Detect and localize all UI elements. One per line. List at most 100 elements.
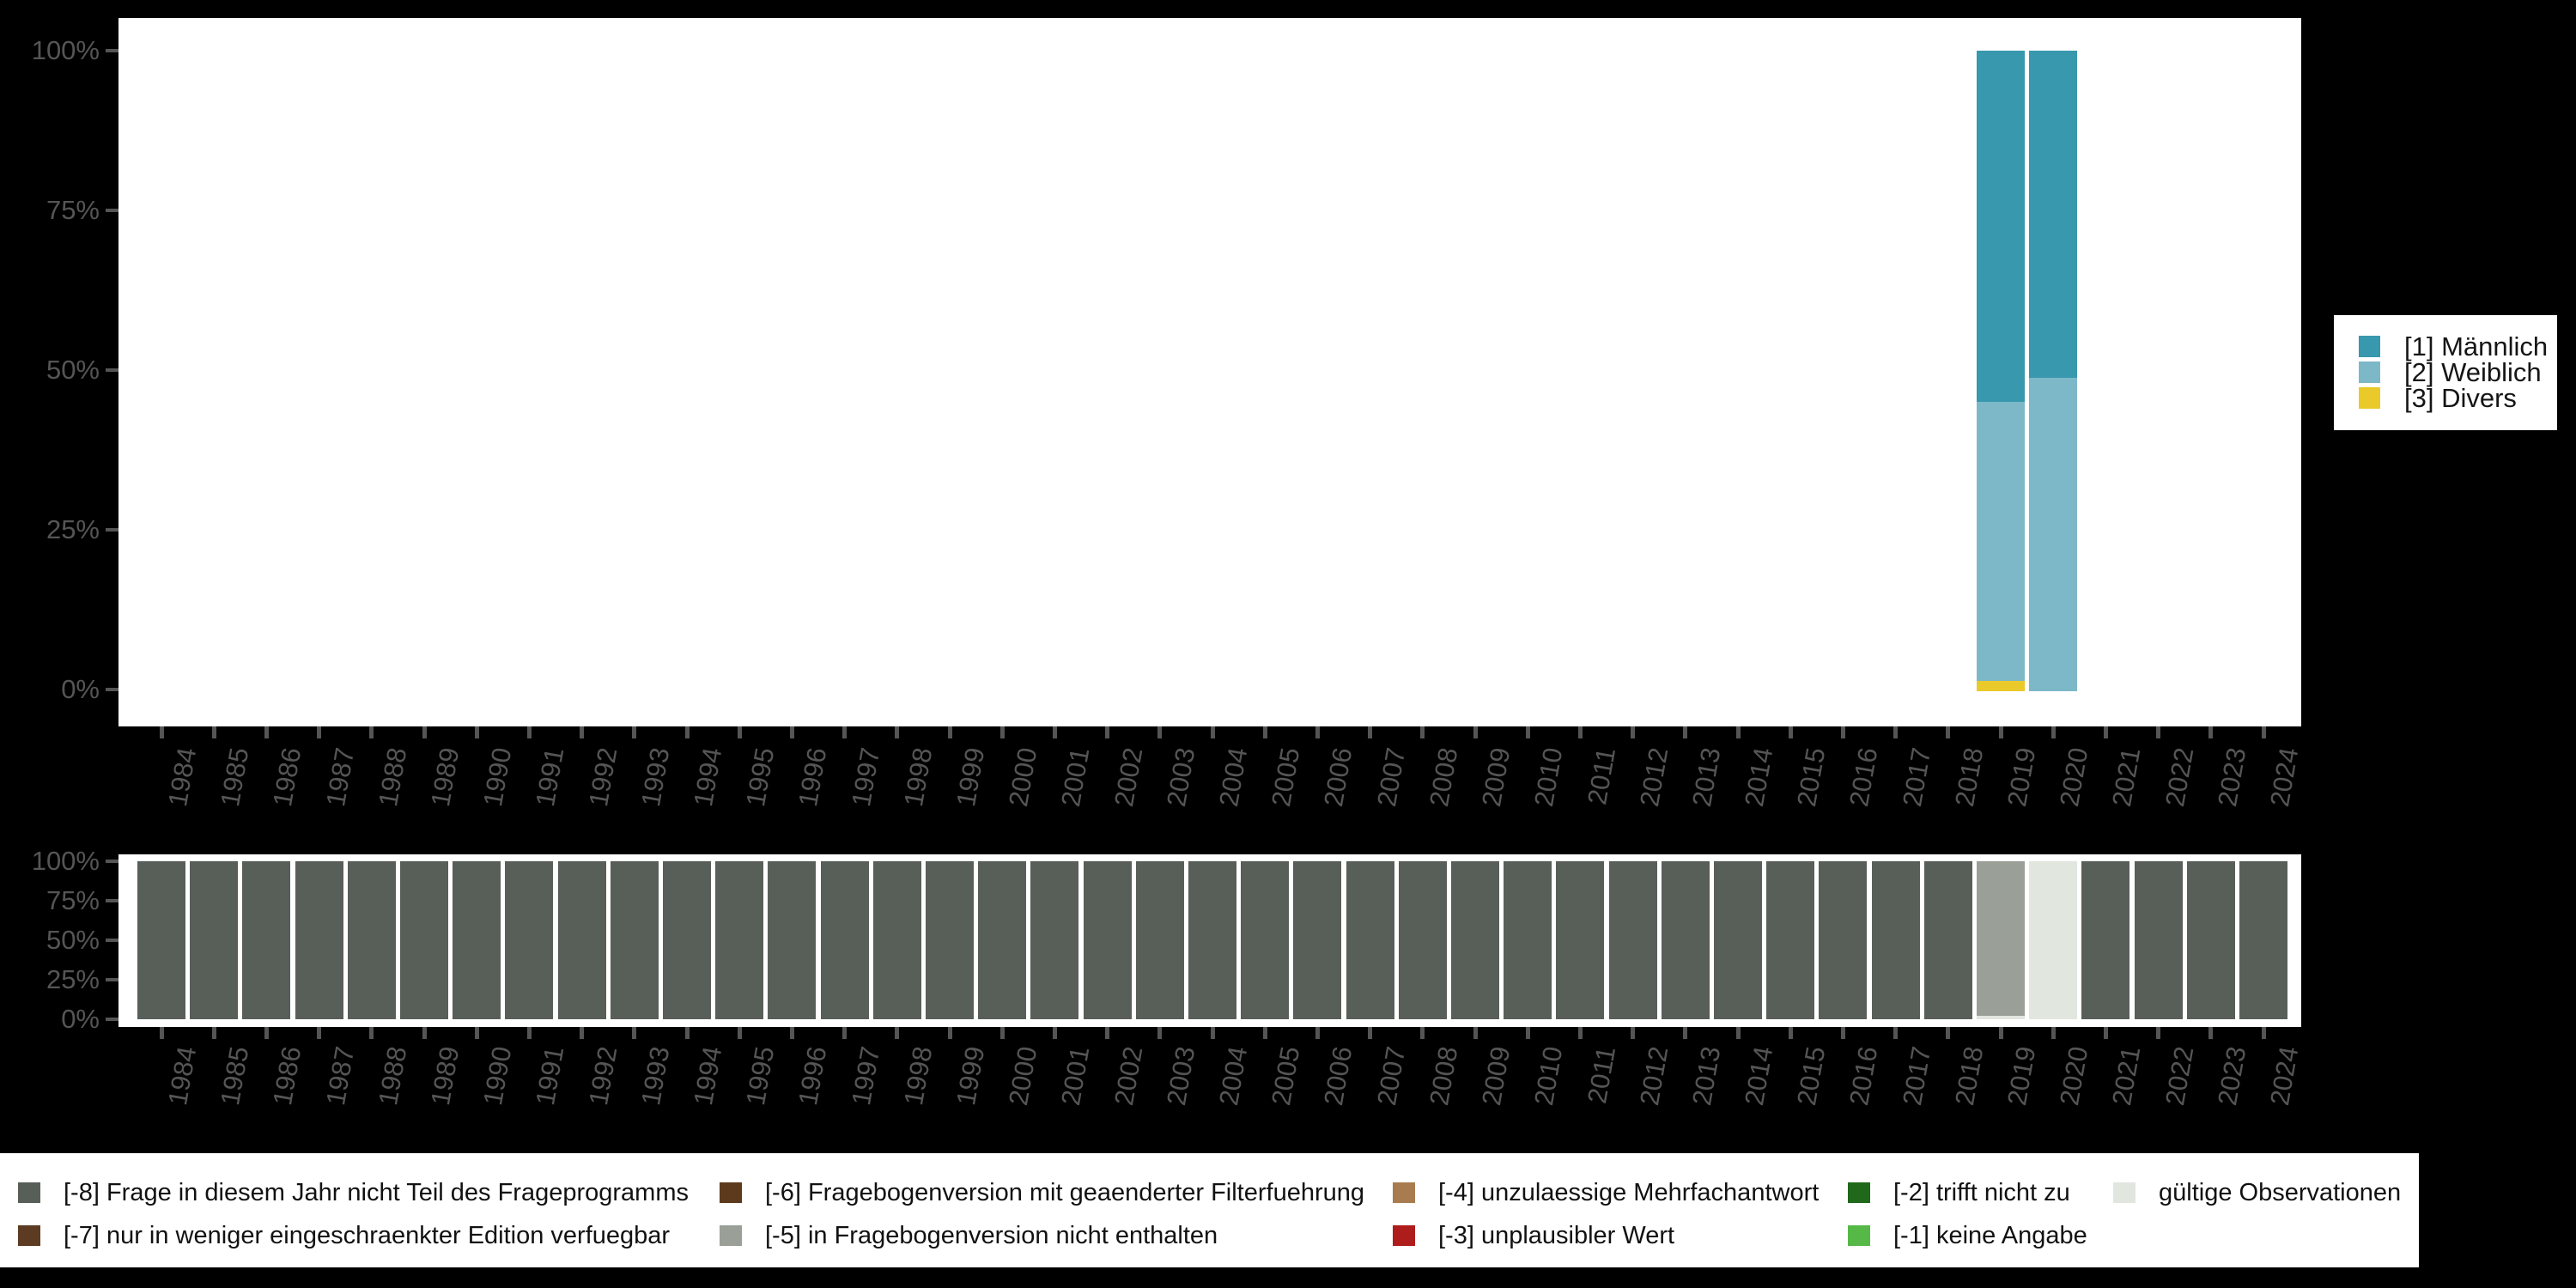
missing-bar-2003 [1136,861,1184,1019]
x-axis-year-label: 1992 [583,1044,623,1108]
x-axis-year-label: 2014 [1739,745,1779,809]
missing-bar-2001 [1030,861,1078,1019]
x-axis-year-label: 1991 [530,1044,570,1108]
missing-legend-item: [-7] nur in weniger eingeschraenkter Edi… [18,1223,670,1249]
x-axis-tick-mark [317,1027,321,1039]
x-axis-year-label: 2013 [1686,1044,1727,1108]
bar-segment-1997-code-8 [821,861,869,1019]
y-axis-tick-label: 50% [0,923,100,957]
bar-segment-2020 [2029,378,2077,691]
x-axis-tick-mark [475,726,479,738]
x-axis-tick-mark [2208,1027,2213,1039]
x-axis-year-label: 1996 [793,745,833,809]
x-axis-tick-mark [1315,726,1320,738]
legend-item-label: [-8] Frage in diesem Jahr nicht Teil des… [64,1179,689,1207]
bar-segment-1992-code-8 [558,861,606,1019]
x-axis-year-label: 2018 [1949,1044,1990,1108]
missing-bar-1999 [926,861,974,1019]
x-axis-tick-mark [580,1027,584,1039]
bar-segment-2002-code-8 [1084,861,1132,1019]
x-axis-year-label: 1984 [162,1044,203,1108]
missing-bar-1998 [873,861,921,1019]
x-axis-tick-mark [1841,1027,1845,1039]
y-axis-tick-mark [106,939,118,942]
x-axis-tick-mark [1893,1027,1898,1039]
missing-bar-2019 [1977,861,2025,1019]
x-axis-tick-mark [2262,726,2266,738]
missing-bar-2009 [1451,861,1499,1019]
x-axis-year-label: 2009 [1476,1044,1516,1108]
legend-item-label: [3] Divers [2404,383,2517,414]
x-axis-tick-mark [475,1027,479,1039]
x-axis-tick-mark [160,726,164,738]
x-axis-tick-mark [160,1027,164,1039]
legend-swatch-icon [720,1182,742,1203]
x-axis-tick-mark [1263,726,1267,738]
x-axis-tick-mark [2262,1027,2266,1039]
missing-legend-item: [-4] unzulaessige Mehrfachantwort [1393,1180,1819,1206]
x-axis-year-label: 2007 [1371,745,1412,809]
x-axis-tick-mark [1000,1027,1005,1039]
x-axis-year-label: 2004 [1213,745,1254,809]
legend-swatch-icon [2359,387,2380,409]
x-axis-tick-mark [1946,726,1950,738]
missing-codes-legend: [-8] Frage in diesem Jahr nicht Teil des… [0,1153,2419,1267]
missing-bar-1987 [295,861,343,1019]
bar-segment-1987-code-8 [295,861,343,1019]
legend-swatch-icon [1848,1225,1870,1246]
x-axis-year-label: 1998 [898,745,939,809]
legend-swatch-icon [2359,336,2380,357]
missing-legend-item: [-8] Frage in diesem Jahr nicht Teil des… [18,1180,689,1206]
x-axis-year-label: 1988 [373,1044,413,1108]
x-axis-year-label: 2007 [1371,1044,1412,1108]
bar-segment-1996-code-8 [768,861,816,1019]
x-axis-year-label: 2022 [2160,1044,2200,1108]
x-axis-year-label: 2011 [1582,745,1622,807]
y-axis-tick-label: 50% [0,353,100,387]
x-axis-year-label: 1997 [846,1044,886,1108]
x-axis-tick-mark [1000,726,1005,738]
bar-segment-2003-code-8 [1136,861,1184,1019]
x-axis-year-label: 2012 [1634,745,1674,809]
x-axis-tick-mark [369,1027,374,1039]
y-axis-tick-mark [106,899,118,902]
x-axis-year-label: 2020 [2054,745,2094,809]
x-axis-year-label: 2020 [2054,1044,2094,1108]
x-axis-tick-mark [369,726,374,738]
x-axis-tick-mark [1053,1027,1057,1039]
x-axis-year-label: 2011 [1582,1044,1622,1106]
legend-item-label: [-5] in Fragebogenversion nicht enthalte… [765,1222,1218,1250]
x-axis-tick-mark [212,726,216,738]
x-axis-year-label: 2024 [2264,1044,2305,1108]
bar-segment-2019 [1977,402,2025,681]
x-axis-year-label: 2002 [1109,745,1149,809]
bar-segment-1985-code-8 [190,861,238,1019]
x-axis-year-label: 1995 [740,745,781,809]
x-axis-year-label: 1992 [583,745,623,809]
x-axis-year-label: 1985 [215,745,255,809]
x-axis-tick-mark [895,1027,899,1039]
x-axis-tick-mark [580,726,584,738]
bar-segment-2023-code-8 [2187,861,2235,1019]
x-axis-year-label: 2001 [1055,745,1096,809]
bar-segment-1998-code-8 [873,861,921,1019]
x-axis-year-label: 2013 [1686,745,1727,809]
x-axis-year-label: 2006 [1318,1044,1358,1108]
legend-swatch-icon [1393,1225,1415,1246]
legend-item-label: [-6] Fragebogenversion mit geaenderter F… [765,1179,1364,1207]
x-axis-year-label: 2006 [1318,745,1358,809]
bar-segment-2012-code-8 [1609,861,1657,1019]
x-axis-tick-mark [422,726,427,738]
x-axis-tick-mark [1999,1027,2003,1039]
x-axis-year-label: 2023 [2212,745,2252,809]
missing-bar-1989 [400,861,448,1019]
x-axis-tick-mark [1578,1027,1583,1039]
x-axis-tick-mark [1736,1027,1741,1039]
bar-segment-2020-codevalid [2029,861,2077,1019]
gender-bar-2019 [1977,51,2025,691]
x-axis-tick-mark [1841,726,1845,738]
bar-segment-2007-code-8 [1346,861,1394,1019]
x-axis-tick-mark [264,1027,269,1039]
missing-bar-2020 [2029,861,2077,1019]
x-axis-tick-mark [790,726,794,738]
